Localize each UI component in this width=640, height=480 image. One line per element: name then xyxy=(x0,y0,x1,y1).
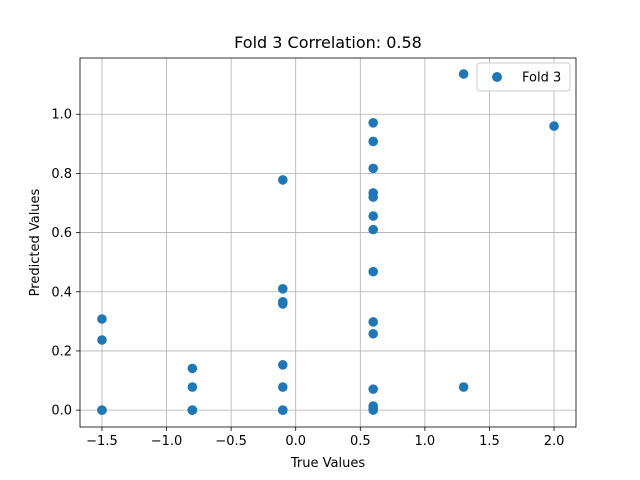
grid-lines xyxy=(80,58,576,427)
data-point xyxy=(368,224,379,235)
data-point xyxy=(368,163,379,174)
x-tick-label: 1.0 xyxy=(415,434,436,449)
x-tick-label: 0.5 xyxy=(350,434,371,449)
y-tick-label: 0.2 xyxy=(51,344,72,359)
y-axis-label: Predicted Values xyxy=(28,188,43,296)
plot-area xyxy=(80,58,576,427)
x-tick-label: −0.5 xyxy=(215,434,247,449)
data-point xyxy=(458,69,469,79)
data-point xyxy=(277,299,288,309)
y-tick-label: 1.0 xyxy=(51,108,72,123)
chart-title: Fold 3 Correlation: 0.58 xyxy=(234,33,422,52)
data-point xyxy=(368,118,379,128)
x-axis-label: True Values xyxy=(290,456,365,471)
x-tick-label: −1.5 xyxy=(86,434,118,449)
data-point xyxy=(277,175,288,185)
data-point xyxy=(368,317,379,327)
y-tick-label: 0.6 xyxy=(51,226,72,241)
data-point xyxy=(187,382,198,392)
legend-marker-fold-3 xyxy=(492,72,502,82)
plot-frame xyxy=(79,57,577,428)
data-point xyxy=(187,405,198,415)
data-point xyxy=(97,335,107,345)
data-point xyxy=(368,266,379,277)
data-point xyxy=(368,384,379,394)
data-point xyxy=(368,328,379,339)
y-tick-label: 0.0 xyxy=(51,404,72,419)
legend-box xyxy=(476,62,571,92)
data-point xyxy=(277,382,288,392)
data-point xyxy=(187,363,198,374)
y-tick-label: 0.8 xyxy=(51,167,72,182)
x-tick-label: 1.5 xyxy=(479,434,500,449)
x-tick-label: 0.0 xyxy=(285,434,306,449)
y-tick-label: 0.4 xyxy=(51,285,72,300)
data-point xyxy=(549,121,559,131)
x-tick-label: −1.0 xyxy=(151,434,183,449)
data-point xyxy=(97,314,107,324)
data-point xyxy=(277,405,288,415)
data-point xyxy=(368,405,379,415)
data-points xyxy=(97,69,559,415)
legend: Fold 3 xyxy=(476,62,571,92)
data-point xyxy=(277,360,288,370)
y-axis-ticks: 0.0 0.2 0.4 0.6 0.8 1.0 xyxy=(51,108,80,419)
x-axis-ticks: −1.5 −1.0 −0.5 0.0 0.5 1.0 1.5 2.0 xyxy=(86,427,564,449)
legend-label-fold-3: Fold 3 xyxy=(522,71,561,86)
data-point xyxy=(277,284,288,294)
data-point xyxy=(368,192,379,202)
data-point xyxy=(368,211,379,221)
x-tick-label: 2.0 xyxy=(544,434,565,449)
data-point xyxy=(97,405,107,415)
data-point xyxy=(458,382,469,392)
data-point xyxy=(368,136,379,147)
